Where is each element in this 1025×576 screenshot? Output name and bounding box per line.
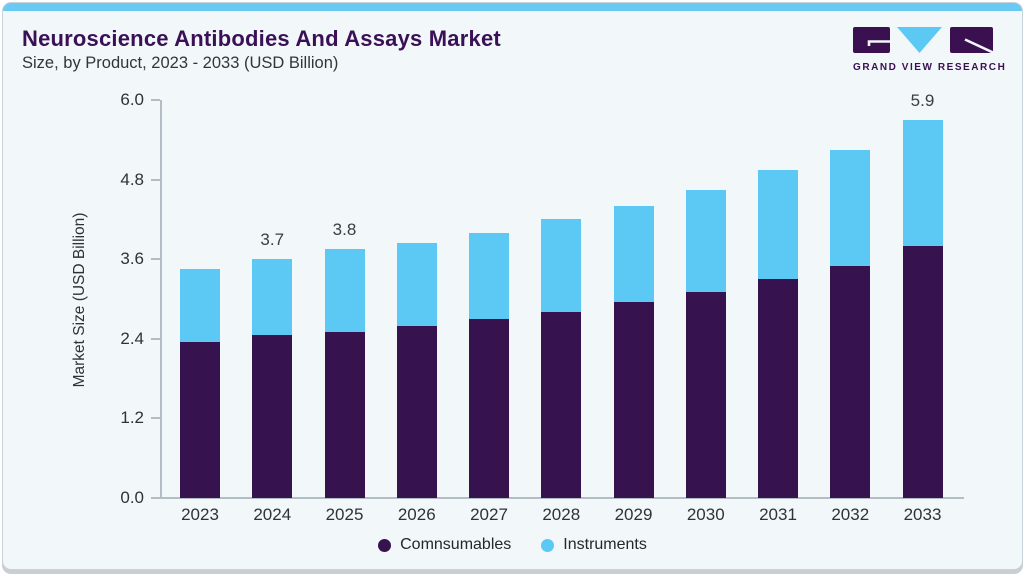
y-tick-mark-3.6 xyxy=(151,258,160,261)
legend-label-consumables: Comnsumables xyxy=(400,536,512,553)
bar-segment-instruments-2030 xyxy=(685,189,726,293)
bar-segment-consumables-2027 xyxy=(469,318,509,498)
chart-legend: Comnsumables Instruments xyxy=(0,536,1025,554)
chart-title: Neuroscience Antibodies And Assays Marke… xyxy=(22,26,501,51)
bar-segment-instruments-2029 xyxy=(613,206,654,303)
bar-segment-instruments-2025 xyxy=(324,249,365,333)
x-tick-label-2030: 2030 xyxy=(686,505,725,524)
bar-segment-instruments-2028 xyxy=(541,219,582,313)
bar-value-label-2025: 3.8 xyxy=(332,220,357,240)
x-tick-label-2026: 2026 xyxy=(397,505,436,524)
y-axis-title: Market Size (USD Billion) xyxy=(71,212,88,388)
x-tick-label-2025: 2025 xyxy=(325,505,364,524)
bar-segment-consumables-2025 xyxy=(324,332,365,498)
bar-segment-consumables-2031 xyxy=(758,279,798,498)
bar-value-label-2033: 5.9 xyxy=(910,90,935,110)
y-tick-label-2.4: 2.4 xyxy=(120,328,144,348)
y-axis-line xyxy=(160,100,162,498)
y-tick-mark-4.8 xyxy=(151,178,160,181)
bar-segment-consumables-2028 xyxy=(541,312,582,498)
chart-subtitle: Size, by Product, 2023 - 2033 (USD Billi… xyxy=(22,54,339,72)
legend-label-instruments: Instruments xyxy=(563,536,647,553)
bar-segment-instruments-2027 xyxy=(469,232,509,319)
y-tick-label-4.8: 4.8 xyxy=(120,169,144,189)
logo-text: GRAND VIEW RESEARCH xyxy=(853,62,1007,73)
bar-value-label-2024: 3.7 xyxy=(260,230,285,250)
bar-segment-instruments-2023 xyxy=(180,269,220,343)
y-tick-label-6.0: 6.0 xyxy=(120,90,144,110)
y-tick-mark-0.0 xyxy=(151,497,160,499)
y-tick-mark-6.0 xyxy=(151,99,160,102)
bar-segment-consumables-2029 xyxy=(613,302,654,498)
bar-segment-instruments-2024 xyxy=(252,259,293,336)
x-tick-label-2027: 2027 xyxy=(470,505,508,524)
x-tick-label-2028: 2028 xyxy=(542,505,581,524)
bar-segment-instruments-2031 xyxy=(758,169,798,280)
x-tick-label-2032: 2032 xyxy=(831,505,870,524)
x-tick-label-2031: 2031 xyxy=(759,505,797,524)
y-tick-label-0.0: 0.0 xyxy=(120,488,144,507)
y-tick-mark-1.2 xyxy=(151,417,160,420)
y-tick-mark-2.4 xyxy=(151,337,160,340)
x-tick-label-2033: 2033 xyxy=(903,505,942,524)
bar-segment-instruments-2033 xyxy=(902,119,943,246)
legend-item-instruments: Instruments xyxy=(541,536,647,554)
bar-segment-consumables-2032 xyxy=(830,265,871,498)
x-tick-label-2023: 2023 xyxy=(181,505,219,524)
bar-segment-consumables-2030 xyxy=(685,292,726,498)
x-tick-label-2024: 2024 xyxy=(253,505,292,524)
bar-segment-consumables-2033 xyxy=(902,245,943,498)
grand-view-research-logo: GRAND VIEW RESEARCH xyxy=(853,27,1007,73)
top-accent-bar xyxy=(3,3,1022,11)
x-tick-label-2029: 2029 xyxy=(614,505,653,524)
legend-dot-consumables xyxy=(378,538,392,552)
gvr-logo-icon xyxy=(853,27,994,54)
bar-segment-consumables-2023 xyxy=(180,342,220,498)
y-tick-label-3.6: 3.6 xyxy=(120,249,144,269)
bar-segment-consumables-2026 xyxy=(396,325,437,498)
legend-dot-instruments xyxy=(541,538,555,552)
legend-item-consumables: Comnsumables xyxy=(378,536,511,554)
bar-segment-consumables-2024 xyxy=(252,335,293,498)
bar-segment-instruments-2032 xyxy=(830,149,871,266)
x-axis-line xyxy=(160,497,964,499)
bar-segment-instruments-2026 xyxy=(396,242,437,326)
y-tick-label-1.2: 1.2 xyxy=(120,408,144,428)
